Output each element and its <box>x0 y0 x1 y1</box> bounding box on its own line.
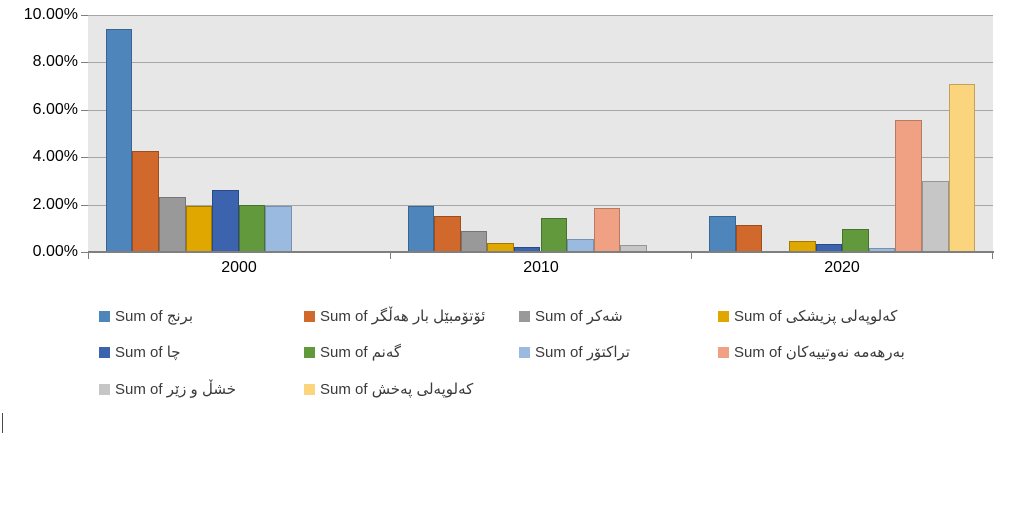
legend-swatch-icon <box>718 310 729 322</box>
x-axis-tick <box>389 252 391 259</box>
legend-label: Sum of برنج <box>115 308 193 325</box>
legend-item-series8[interactable]: Sum of بەرهەمە نەوتییەکان <box>718 342 905 362</box>
legend-item-series1[interactable]: Sum of برنج <box>99 306 193 326</box>
bar-2010-series1[interactable] <box>407 206 435 252</box>
gridline <box>88 62 993 64</box>
y-axis-tick-label: 10.00% <box>23 6 78 23</box>
bar-2000-series4[interactable] <box>185 206 213 252</box>
y-axis-tick-label: 8.00% <box>32 53 78 70</box>
legend-swatch-icon <box>304 310 315 322</box>
bar-2010-series4[interactable] <box>487 243 514 252</box>
legend-swatch-icon <box>519 346 530 358</box>
y-axis-tick-label: 4.00% <box>32 148 78 165</box>
legend-label: Sum of بەرهەمە نەوتییەکان <box>734 344 905 361</box>
bar-2020-series6[interactable] <box>842 229 869 252</box>
bar-2000-series6[interactable] <box>238 205 266 252</box>
bar-2010-series2[interactable] <box>434 216 461 252</box>
legend-item-series3[interactable]: Sum of شەکر <box>519 306 623 326</box>
bar-2020-series9[interactable] <box>921 181 949 252</box>
bar-2020-series2[interactable] <box>735 225 763 252</box>
bar-2000-series3[interactable] <box>159 197 186 252</box>
legend-label: Sum of خشڵ و زێر <box>115 381 236 398</box>
gridline <box>88 15 993 16</box>
x-axis-tick <box>992 252 993 259</box>
bar-2020-series5[interactable] <box>815 244 843 252</box>
legend-label: Sum of کەلوپەلی پزیشکی <box>734 308 898 325</box>
legend-swatch-icon <box>99 383 110 395</box>
x-axis-category-label: 2020 <box>824 259 860 276</box>
legend-item-series5[interactable]: Sum of چا <box>99 342 181 362</box>
bar-2000-series1[interactable] <box>105 29 133 252</box>
legend-item-series4[interactable]: Sum of کەلوپەلی پزیشکی <box>718 306 897 326</box>
bar-2020-series7[interactable] <box>868 248 896 252</box>
y-axis-tick <box>81 109 88 111</box>
bar-2010-series3[interactable] <box>460 231 488 252</box>
bar-2000-series5[interactable] <box>212 190 239 252</box>
legend-item-series6[interactable]: Sum of گەنم <box>304 342 401 362</box>
legend-swatch-icon <box>718 346 729 358</box>
y-axis-tick <box>81 15 88 16</box>
y-axis-tick <box>81 204 88 206</box>
bar-2020-series10[interactable] <box>948 84 976 252</box>
gridline <box>88 109 993 111</box>
y-axis-tick-label: 6.00% <box>32 101 78 118</box>
x-axis-line <box>88 251 994 253</box>
x-axis-category-label: 2010 <box>523 259 559 276</box>
y-axis-tick-label: 2.00% <box>32 196 78 213</box>
legend-swatch-icon <box>99 346 110 358</box>
legend-swatch-icon <box>304 346 315 358</box>
bar-2010-series6[interactable] <box>540 218 568 252</box>
bar-2010-series7[interactable] <box>567 239 594 252</box>
bar-2020-series4[interactable] <box>788 241 816 252</box>
bar-2020-series1[interactable] <box>709 216 736 252</box>
legend-swatch-icon <box>519 310 530 322</box>
bar-2010-series5[interactable] <box>513 247 541 252</box>
x-axis-tick <box>691 252 693 259</box>
plot-area <box>88 15 993 252</box>
legend-label: Sum of گەنم <box>320 344 402 361</box>
y-axis-tick <box>81 62 88 64</box>
y-axis-tick <box>81 157 88 159</box>
bar-2000-series7[interactable] <box>265 206 293 252</box>
bar-2010-series9[interactable] <box>620 245 647 252</box>
x-axis-category-label: 2000 <box>221 259 257 276</box>
legend-swatch-icon <box>99 310 110 322</box>
y-axis-tick <box>81 252 88 253</box>
legend-label: Sum of شەکر <box>535 308 623 325</box>
legend-label: Sum of چا <box>115 344 181 361</box>
bar-2020-series8[interactable] <box>895 120 922 252</box>
legend-swatch-icon <box>304 383 315 395</box>
y-axis-tick-label: 0.00% <box>32 243 78 260</box>
legend-label: Sum of تراکتۆر <box>535 344 630 361</box>
legend-label: Sum of ئۆتۆمبێل بار هەڵگر <box>320 308 486 325</box>
x-axis-tick <box>88 252 89 259</box>
legend-label: Sum of کەلوپەلی پەخش <box>320 381 474 398</box>
legend-item-series2[interactable]: Sum of ئۆتۆمبێل بار هەڵگر <box>304 306 485 326</box>
bar-2010-series8[interactable] <box>593 208 621 252</box>
gridline <box>88 157 993 159</box>
bar-2000-series2[interactable] <box>132 151 160 252</box>
legend-item-series9[interactable]: Sum of خشڵ و زێر <box>99 379 236 399</box>
legend-item-series7[interactable]: Sum of تراکتۆر <box>519 342 630 362</box>
gridline <box>88 204 993 206</box>
legend-item-series10[interactable]: Sum of کەلوپەلی پەخش <box>304 379 473 399</box>
text-cursor-artifact <box>2 413 3 433</box>
